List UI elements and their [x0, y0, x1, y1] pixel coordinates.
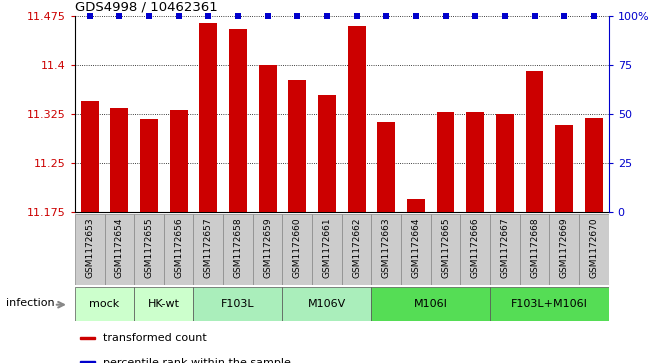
Bar — [80, 337, 95, 339]
Bar — [253, 214, 283, 285]
Bar — [283, 214, 312, 285]
Text: GSM1172663: GSM1172663 — [381, 217, 391, 278]
Bar — [437, 113, 454, 212]
Bar — [75, 214, 105, 285]
Text: infection: infection — [6, 298, 55, 308]
Text: GSM1172656: GSM1172656 — [174, 217, 183, 278]
Text: percentile rank within the sample: percentile rank within the sample — [103, 358, 290, 363]
Bar — [460, 214, 490, 285]
Text: GSM1172655: GSM1172655 — [145, 217, 154, 278]
Bar — [80, 362, 95, 363]
Text: GSM1172660: GSM1172660 — [293, 217, 302, 278]
Bar — [378, 122, 395, 212]
Bar — [223, 214, 253, 285]
Bar — [431, 214, 460, 285]
Text: M106V: M106V — [308, 299, 346, 309]
Bar — [407, 199, 425, 212]
Bar — [372, 287, 490, 321]
Bar — [579, 214, 609, 285]
Text: GSM1172658: GSM1172658 — [234, 217, 242, 278]
Text: GSM1172670: GSM1172670 — [589, 217, 598, 278]
Bar — [312, 214, 342, 285]
Text: GSM1172667: GSM1172667 — [501, 217, 509, 278]
Text: GSM1172659: GSM1172659 — [263, 217, 272, 278]
Bar — [525, 70, 544, 212]
Bar — [193, 287, 283, 321]
Bar — [283, 287, 372, 321]
Bar — [342, 214, 372, 285]
Text: GSM1172657: GSM1172657 — [204, 217, 213, 278]
Text: F103L+M106I: F103L+M106I — [511, 299, 588, 309]
Text: GSM1172654: GSM1172654 — [115, 217, 124, 277]
Text: GSM1172664: GSM1172664 — [411, 217, 421, 277]
Bar — [585, 118, 603, 212]
Bar — [490, 287, 609, 321]
Text: GSM1172668: GSM1172668 — [530, 217, 539, 278]
Bar — [318, 95, 336, 212]
Bar — [81, 101, 98, 212]
Bar — [164, 214, 193, 285]
Bar — [288, 80, 306, 212]
Bar — [549, 214, 579, 285]
Bar — [519, 214, 549, 285]
Bar — [111, 108, 128, 212]
Bar — [134, 287, 193, 321]
Bar — [170, 110, 187, 212]
Text: GSM1172665: GSM1172665 — [441, 217, 450, 278]
Text: GSM1172653: GSM1172653 — [85, 217, 94, 278]
Text: GDS4998 / 10462361: GDS4998 / 10462361 — [75, 1, 217, 14]
Text: transformed count: transformed count — [103, 333, 206, 343]
Text: GSM1172662: GSM1172662 — [352, 217, 361, 277]
Bar — [75, 287, 134, 321]
Bar — [199, 23, 217, 212]
Bar — [105, 214, 134, 285]
Bar — [134, 214, 164, 285]
Bar — [496, 114, 514, 212]
Bar — [372, 214, 401, 285]
Bar — [258, 65, 277, 212]
Text: GSM1172661: GSM1172661 — [322, 217, 331, 278]
Text: M106I: M106I — [414, 299, 448, 309]
Bar — [193, 214, 223, 285]
Bar — [466, 113, 484, 212]
Text: HK-wt: HK-wt — [148, 299, 180, 309]
Text: GSM1172666: GSM1172666 — [471, 217, 480, 278]
Text: F103L: F103L — [221, 299, 255, 309]
Bar — [555, 126, 573, 212]
Bar — [490, 214, 519, 285]
Bar — [229, 29, 247, 212]
Bar — [401, 214, 431, 285]
Bar — [140, 119, 158, 212]
Text: GSM1172669: GSM1172669 — [560, 217, 569, 278]
Text: mock: mock — [89, 299, 120, 309]
Bar — [348, 26, 365, 212]
